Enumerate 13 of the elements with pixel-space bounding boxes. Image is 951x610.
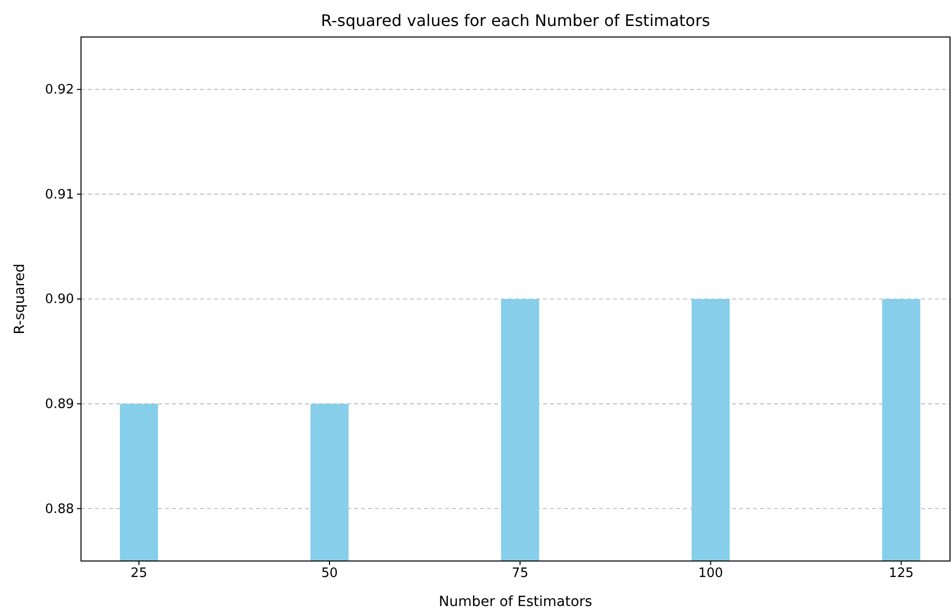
chart-title: R-squared values for each Number of Estimators xyxy=(320,11,710,30)
x-axis-title: Number of Estimators xyxy=(438,594,592,610)
x-tick-label: 125 xyxy=(888,566,914,582)
x-tick-label: 50 xyxy=(321,566,338,582)
x-tick-label: 100 xyxy=(698,566,724,582)
x-tick-label: 75 xyxy=(512,566,528,582)
y-tick-label: 0.88 xyxy=(45,502,74,517)
y-tick-label: 0.91 xyxy=(45,187,74,202)
y-tick-label: 0.89 xyxy=(45,396,74,412)
y-axis-title: R-squared xyxy=(12,264,28,334)
y-tick-label: 0.92 xyxy=(45,82,74,98)
x-tick-label: 25 xyxy=(130,566,148,582)
y-tick-label: 0.90 xyxy=(45,292,74,308)
